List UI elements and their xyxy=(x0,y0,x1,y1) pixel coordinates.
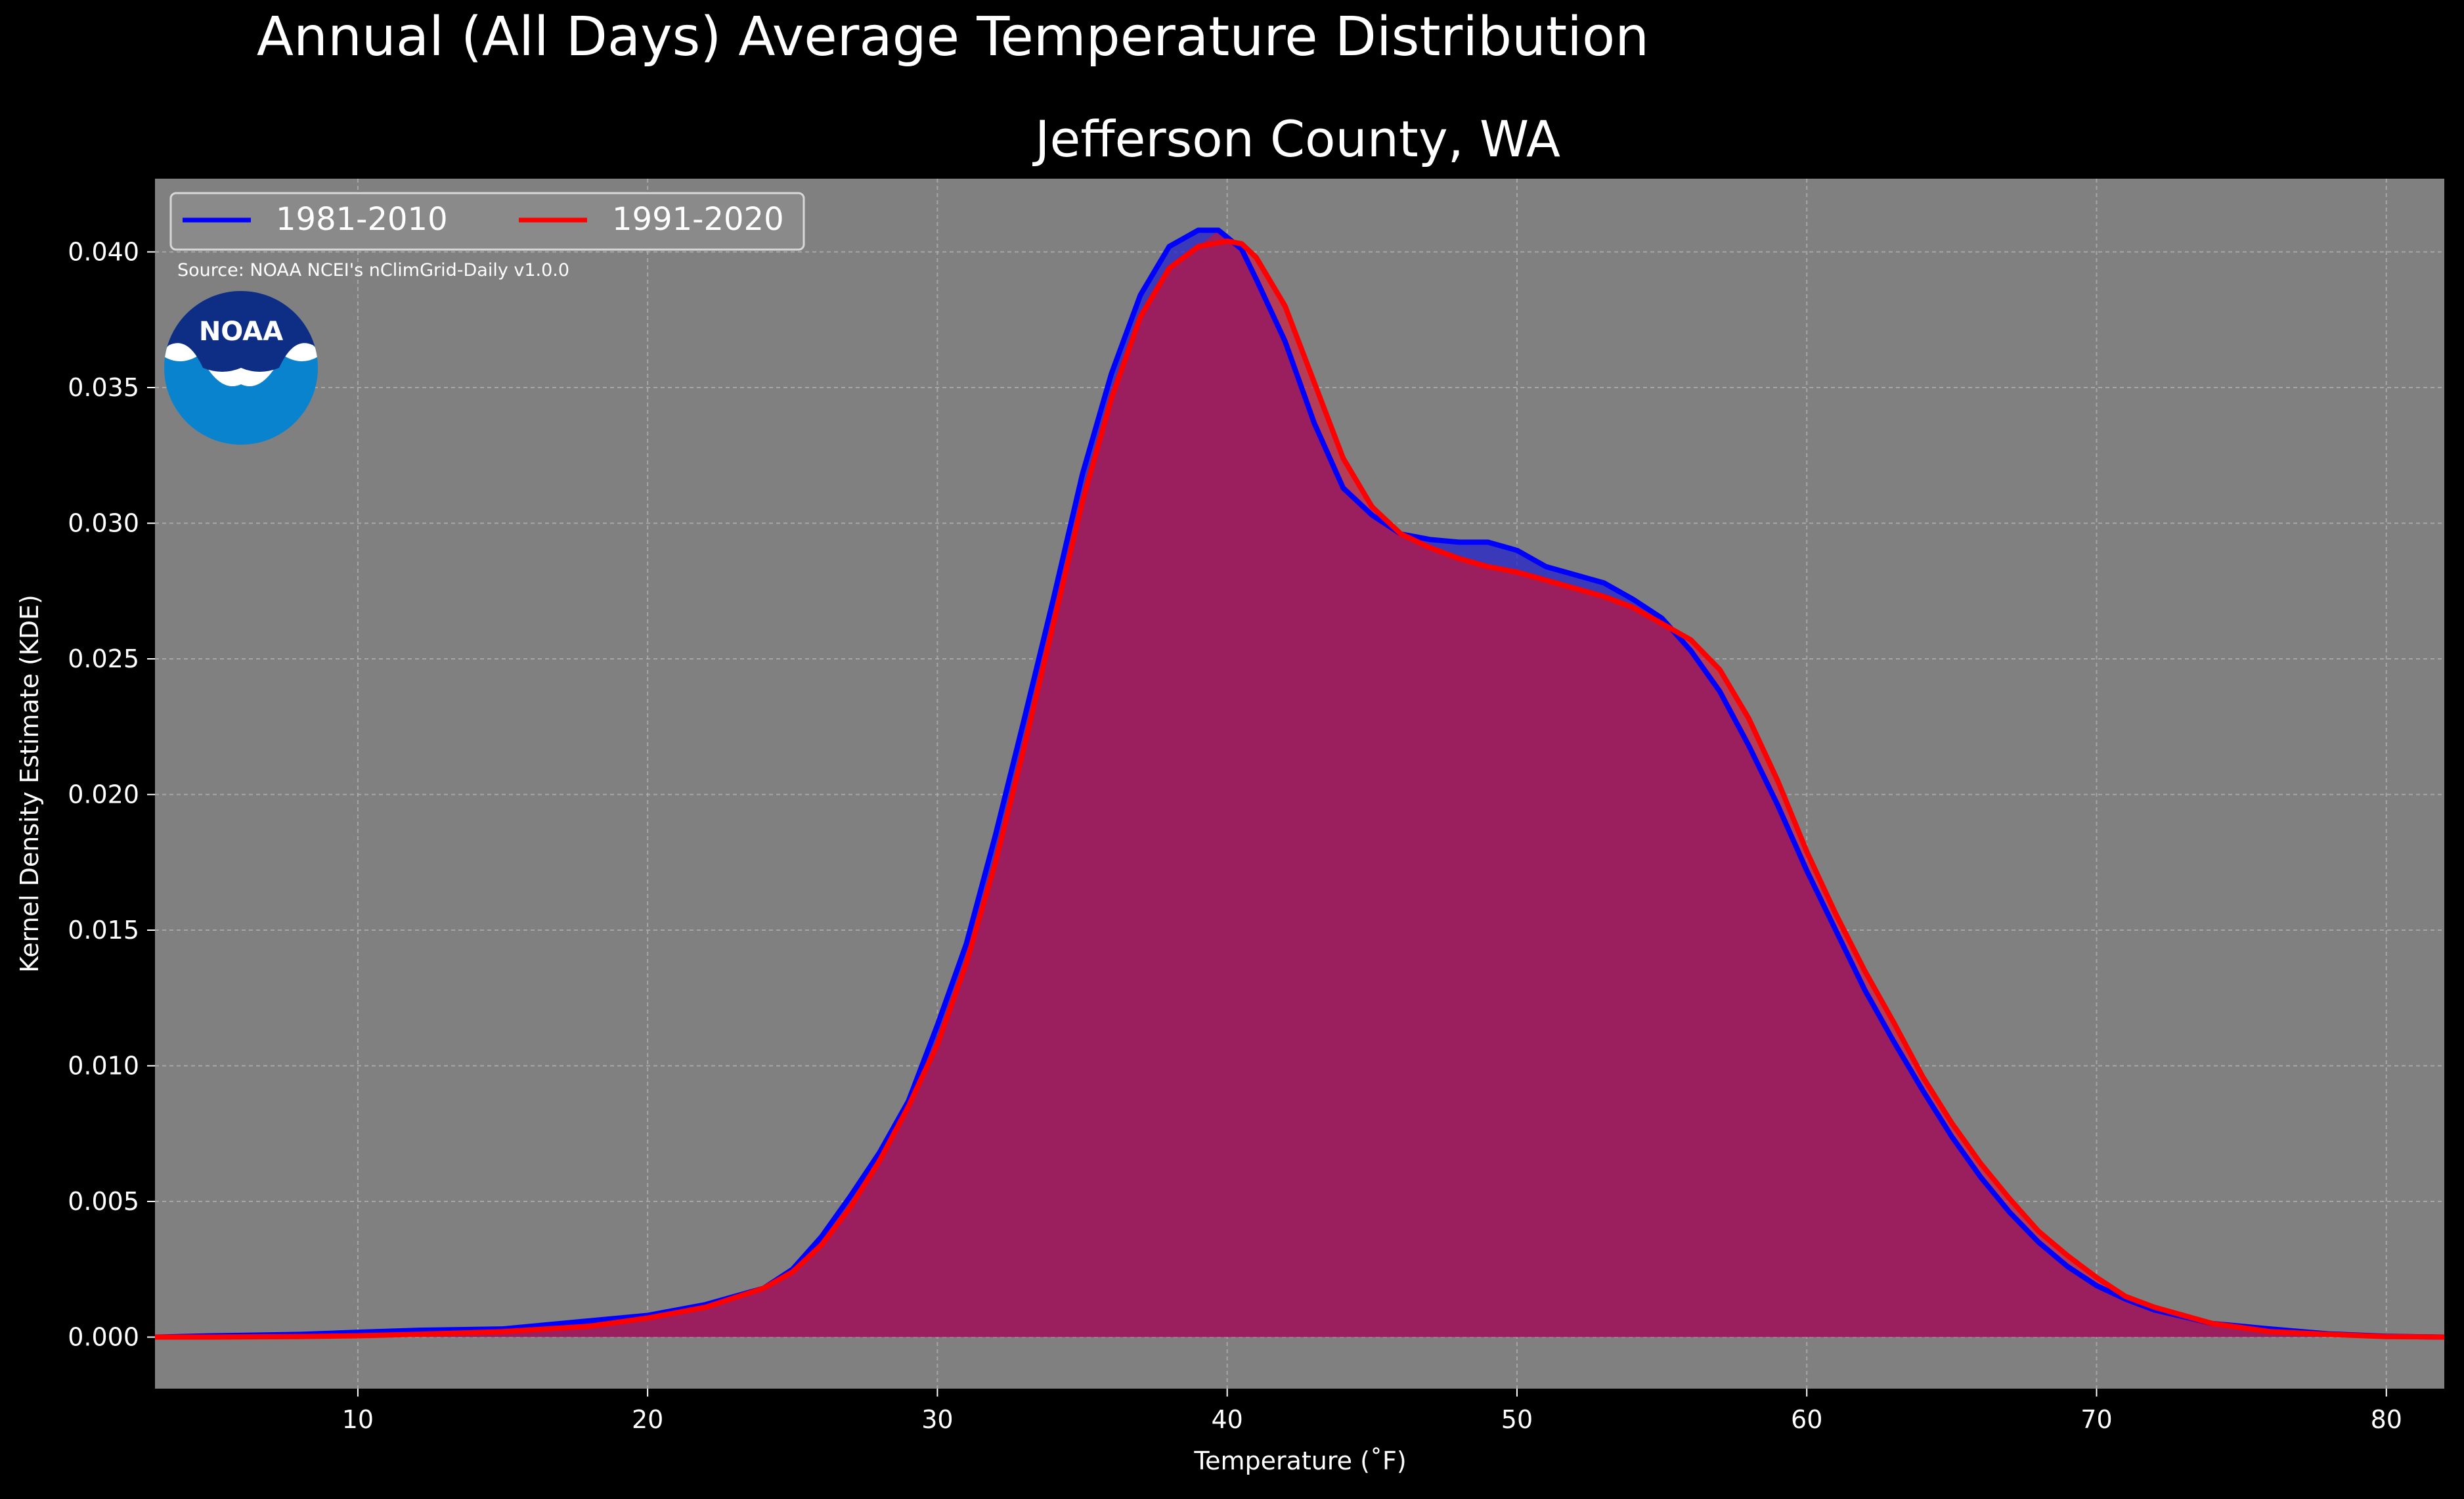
y-tick-label: 0.005 xyxy=(68,1187,139,1216)
source-note: Source: NOAA NCEI's nClimGrid-Daily v1.0… xyxy=(177,260,569,280)
series-lines xyxy=(154,227,2445,1340)
y-tick-label: 0.030 xyxy=(68,509,139,538)
noaa-logo-text: NOAA xyxy=(199,317,283,347)
noaa-logo-sky xyxy=(164,291,318,372)
legend-box xyxy=(169,192,805,251)
noaa-logo: NOAA xyxy=(164,291,318,445)
series-line-1991-2020 xyxy=(155,238,2445,1340)
legend-label-1981-2010: 1981-2010 xyxy=(276,201,448,238)
x-tick-label: 30 xyxy=(921,1405,953,1434)
y-axis-label: Kernel Density Estimate (KDE) xyxy=(15,594,44,973)
x-tick-label: 80 xyxy=(2371,1405,2402,1434)
x-tick-label: 50 xyxy=(1501,1405,1533,1434)
series-line-1981-2010 xyxy=(154,227,2445,1340)
x-tick-label: 10 xyxy=(342,1405,374,1434)
y-axis-ticks: 0.000 0.005 0.010 0.015 0.020 0.025 0.030 0.035… xyxy=(68,238,155,1352)
y-tick-label: 0.040 xyxy=(68,238,139,267)
y-tick-label: 0.035 xyxy=(68,373,139,402)
y-tick-label: 0.025 xyxy=(68,644,139,673)
y-tick-label: 0.020 xyxy=(68,780,139,809)
x-axis-ticks: 10 20 30 40 50 60 70 80 xyxy=(342,1389,2402,1434)
series-overlap-area xyxy=(155,230,2444,1337)
y-tick-label: 0.010 xyxy=(68,1052,139,1081)
x-tick-label: 20 xyxy=(632,1405,663,1434)
x-tick-label: 70 xyxy=(2080,1405,2112,1434)
chart-subtitle: Jefferson County, WA xyxy=(1032,110,1560,168)
x-tick-label: 60 xyxy=(1791,1405,1822,1434)
chart-title: Annual (All Days) Average Temperature Di… xyxy=(257,6,1649,68)
x-tick-label: 40 xyxy=(1212,1405,1243,1434)
series-fills xyxy=(155,230,2444,1337)
y-tick-label: 0.000 xyxy=(68,1323,139,1352)
legend-label-1991-2020: 1991-2020 xyxy=(612,201,784,238)
y-tick-label: 0.015 xyxy=(68,916,139,945)
legend: 1981-2010 1991-2020 xyxy=(169,192,805,251)
x-axis-label: Temperature (˚F) xyxy=(1193,1446,1406,1475)
